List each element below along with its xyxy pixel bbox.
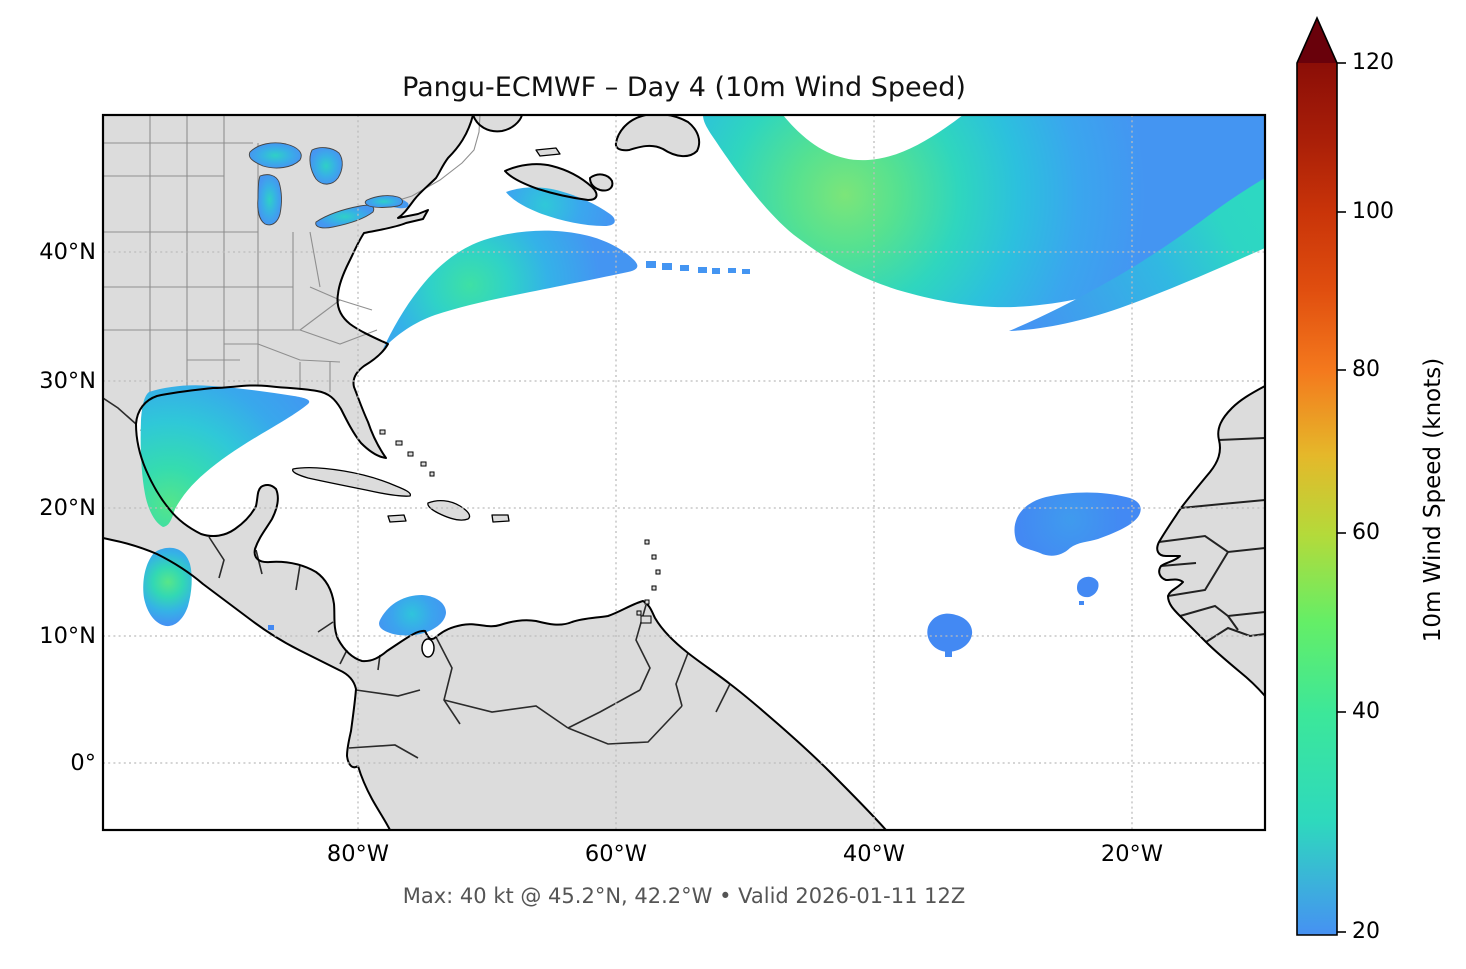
cbar-tick-100: 100 bbox=[1352, 199, 1394, 224]
y-tick-20n: 20°N bbox=[39, 495, 96, 521]
wind-region-central-atlantic bbox=[927, 613, 973, 652]
state-borders bbox=[103, 115, 481, 479]
wind-region-north-atlantic bbox=[703, 115, 1265, 308]
lake-superior bbox=[248, 142, 302, 169]
x-tick-40w: 40°W bbox=[842, 841, 906, 867]
small-islands bbox=[379, 429, 661, 624]
gridlines bbox=[103, 115, 1265, 830]
colorbar-outline bbox=[1296, 16, 1338, 936]
y-tick-30n: 30°N bbox=[39, 368, 96, 394]
colorbar-gradient bbox=[1297, 63, 1337, 935]
y-tick-0: 0° bbox=[70, 750, 96, 776]
y-tick-10n: 10°N bbox=[39, 623, 96, 649]
max-valid-caption: Max: 40 kt @ 45.2°N, 42.2°W • Valid 2026… bbox=[402, 884, 966, 908]
x-tick-80w: 80°W bbox=[326, 841, 390, 867]
lake-huron bbox=[309, 147, 343, 185]
cbar-tick-120: 120 bbox=[1352, 50, 1394, 75]
colorbar bbox=[1296, 16, 1346, 936]
lake-maracaibo bbox=[421, 638, 435, 658]
colorbar-ticks bbox=[1337, 62, 1346, 933]
wind-region-gulf-of-mexico bbox=[140, 385, 310, 527]
wind-region-nova-scotia bbox=[506, 187, 615, 226]
cbar-tick-60: 60 bbox=[1352, 520, 1380, 545]
lake-erie bbox=[315, 204, 375, 229]
wind-region-west-africa-small bbox=[1077, 576, 1099, 598]
lake-ontario bbox=[364, 195, 403, 208]
wind-dot-2 bbox=[945, 650, 952, 657]
y-tick-40n: 40°N bbox=[39, 239, 96, 265]
wind-region-gulf-stream-band bbox=[383, 230, 638, 349]
colorbar-axis-label: 10m Wind Speed (knots) bbox=[1420, 357, 1446, 643]
wind-region-madeira-streak bbox=[1009, 178, 1265, 331]
cbar-tick-40: 40 bbox=[1352, 699, 1380, 724]
great-lakes bbox=[248, 142, 403, 229]
colorbar-extend-arrow bbox=[1297, 18, 1337, 63]
lake-michigan bbox=[257, 174, 282, 226]
x-tick-60w: 60°W bbox=[584, 841, 648, 867]
wind-region-colombia-coast bbox=[379, 595, 446, 636]
wind-dot-3 bbox=[268, 625, 274, 630]
page-title: Pangu-ECMWF – Day 4 (10m Wind Speed) bbox=[402, 72, 966, 103]
plot-frame bbox=[101, 113, 1267, 832]
cbar-tick-80: 80 bbox=[1352, 357, 1380, 382]
x-tick-20w: 20°W bbox=[1100, 841, 1164, 867]
africa-borders bbox=[1158, 437, 1265, 643]
wind-dashes bbox=[646, 261, 750, 274]
wind-dot-1 bbox=[1079, 601, 1084, 605]
cbar-tick-20: 20 bbox=[1352, 919, 1380, 944]
